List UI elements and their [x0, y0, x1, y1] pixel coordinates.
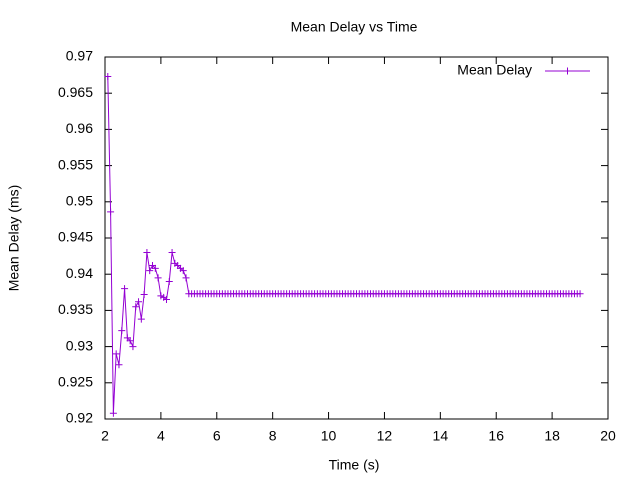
- x-tick-label: 8: [269, 428, 277, 444]
- point-marker: [182, 274, 190, 282]
- y-tick-label: 0.945: [58, 229, 93, 245]
- legend-marker: [564, 67, 571, 75]
- y-tick-label: 0.92: [66, 410, 93, 426]
- point-marker: [121, 285, 129, 293]
- point-marker: [112, 350, 120, 358]
- point-marker: [137, 315, 145, 323]
- x-tick-label: 14: [433, 428, 449, 444]
- y-tick-label: 0.93: [66, 337, 93, 353]
- x-tick-label: 20: [600, 428, 616, 444]
- point-marker: [118, 327, 126, 335]
- point-marker: [115, 361, 123, 369]
- point-marker: [129, 343, 137, 351]
- point-marker: [104, 73, 112, 81]
- y-tick-label: 0.955: [58, 156, 93, 172]
- y-tick-label: 0.965: [58, 84, 93, 100]
- x-tick-label: 18: [544, 428, 560, 444]
- series-line: [107, 76, 581, 414]
- point-marker: [154, 274, 162, 282]
- x-tick-label: 6: [213, 428, 221, 444]
- plot-border: [104, 56, 609, 420]
- point-marker: [146, 267, 154, 275]
- point-marker: [126, 337, 134, 345]
- y-tick-label: 0.95: [66, 193, 93, 209]
- point-marker: [151, 264, 159, 272]
- x-tick-label: 12: [377, 428, 393, 444]
- x-axis-label: Time (s): [329, 457, 380, 473]
- x-tick-label: 2: [101, 428, 109, 444]
- point-marker: [165, 277, 173, 285]
- chart-title: Mean Delay vs Time: [291, 19, 418, 35]
- y-tick-label: 0.94: [66, 265, 93, 281]
- legend-label: Mean Delay: [457, 62, 532, 78]
- x-tick-label: 10: [321, 428, 337, 444]
- x-tick-label: 16: [488, 428, 504, 444]
- x-tick-label: 4: [157, 428, 165, 444]
- point-marker: [109, 409, 117, 417]
- y-tick-label: 0.96: [66, 120, 93, 136]
- point-marker: [162, 296, 170, 304]
- point-marker: [168, 248, 176, 256]
- y-tick-label: 0.925: [58, 374, 93, 390]
- y-tick-label: 0.97: [66, 48, 93, 64]
- point-marker: [143, 248, 151, 256]
- point-marker: [132, 303, 140, 311]
- point-marker: [140, 290, 148, 298]
- y-axis-label: Mean Delay (ms): [6, 185, 22, 292]
- y-tick-label: 0.935: [58, 301, 93, 317]
- point-marker: [576, 290, 584, 298]
- point-marker: [179, 267, 187, 275]
- point-marker: [107, 208, 115, 216]
- point-marker: [135, 298, 143, 306]
